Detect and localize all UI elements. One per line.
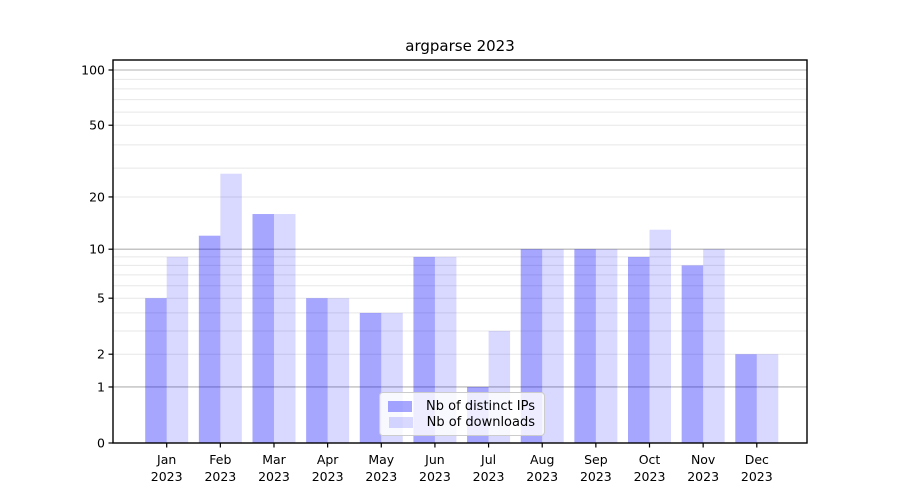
legend-label-distinct-ips: Nb of distinct IPs (426, 398, 535, 414)
gridlines (113, 69, 807, 388)
x-tick-label: 2023 (526, 469, 558, 484)
bar-distinct-ips (252, 214, 274, 443)
x-tick-label: 2023 (258, 469, 290, 484)
x-tick-label: 2023 (312, 469, 344, 484)
y-tick-label: 2 (97, 347, 105, 362)
bar-downloads (595, 249, 618, 443)
x-tick-label: Jan (156, 452, 176, 467)
bar-distinct-ips (145, 298, 167, 443)
x-tick-label: Jun (424, 452, 445, 467)
x-tick-label: 2023 (741, 469, 773, 484)
y-tick-label: 0 (97, 435, 105, 450)
x-tick-label: Jul (480, 452, 496, 467)
x-tick-label: 2023 (365, 469, 397, 484)
x-tick-label: Dec (745, 452, 769, 467)
bar-downloads (756, 354, 779, 443)
bar-distinct-ips (198, 235, 221, 443)
bar-distinct-ips (681, 265, 704, 443)
legend-swatch-downloads-icon (388, 416, 413, 428)
x-tick-label: 2023 (634, 469, 666, 484)
bar-distinct-ips (735, 354, 757, 443)
axes-spines (112, 59, 808, 444)
chart-title: argparse 2023 (405, 37, 515, 55)
y-tick-label: 20 (89, 189, 105, 204)
x-tick-label: Mar (262, 452, 286, 467)
bar-downloads (542, 249, 564, 443)
bar-distinct-ips (306, 298, 328, 443)
y-tick-label: 10 (89, 242, 105, 257)
x-tick-label: 2023 (151, 469, 183, 484)
x-tick-label: Sep (584, 452, 608, 467)
bar-downloads (649, 229, 672, 443)
bar-downloads (327, 298, 350, 443)
bar-distinct-ips (628, 256, 650, 443)
y-tick-label: 1 (97, 379, 105, 394)
y-tick-label: 5 (97, 291, 105, 306)
legend-item-downloads: Nb of downloads (387, 415, 535, 430)
x-axis: Jan 2023 Feb 2023 Mar 2023 Apr 2023 May 2023 Jun 20… (151, 443, 773, 484)
legend-item-distinct-ips: Nb of distinct IPs (387, 399, 535, 414)
x-tick-label: 2023 (419, 469, 451, 484)
x-tick-label: 2023 (580, 469, 612, 484)
x-tick-label: 2023 (473, 469, 505, 484)
legend-swatch-distinct-ips-icon (388, 400, 413, 412)
x-tick-label: Aug (530, 452, 554, 467)
x-tick-label: Nov (691, 452, 716, 467)
x-tick-label: 2023 (204, 469, 236, 484)
x-tick-label: Oct (639, 452, 661, 467)
legend-label-downloads: Nb of downloads (426, 414, 535, 430)
y-axis: 0 1 2 5 10 20 50 100 (81, 62, 113, 450)
legend: Nb of distinct IPs Nb of downloads (379, 392, 545, 436)
x-tick-label: 2023 (687, 469, 719, 484)
bar-distinct-ips (359, 312, 382, 443)
y-tick-label: 50 (89, 118, 105, 133)
x-tick-label: Apr (317, 452, 339, 467)
bar-downloads (703, 249, 725, 443)
bar-downloads (220, 173, 242, 443)
bar-downloads (166, 256, 189, 443)
x-tick-label: Feb (209, 452, 231, 467)
x-tick-label: May (368, 452, 394, 467)
y-tick-label: 100 (81, 62, 105, 77)
bar-downloads (273, 214, 296, 443)
bar-distinct-ips (574, 249, 596, 443)
plot-border (112, 59, 808, 444)
